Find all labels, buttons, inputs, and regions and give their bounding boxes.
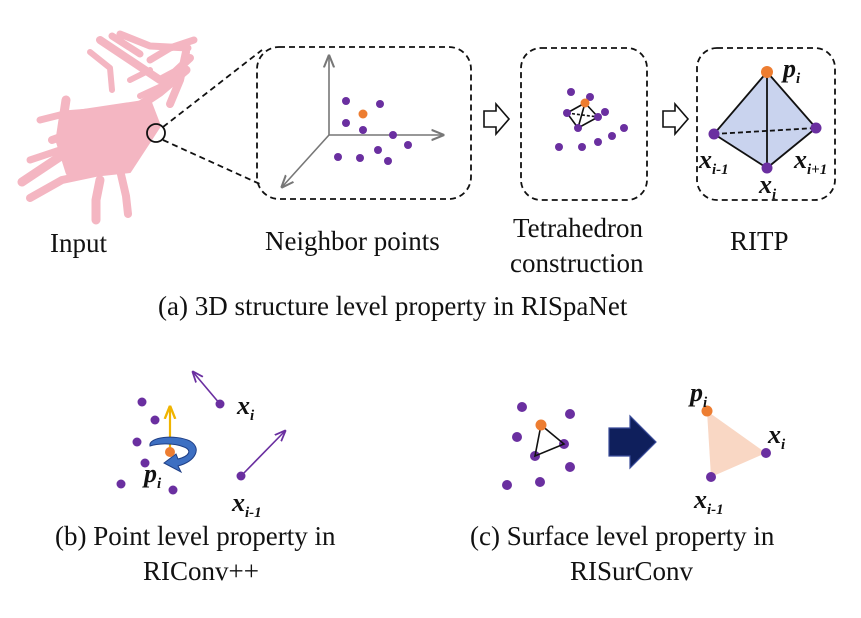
neighbor-point (594, 138, 602, 146)
neighbor-point (376, 100, 384, 108)
label-x-i-minus-1: xi-1 (694, 485, 724, 518)
caption-b-line2: RIConv++ (143, 556, 259, 586)
neighbor-point (132, 437, 142, 447)
vertex-p-i (761, 66, 773, 78)
tetra-panel-points (555, 88, 628, 151)
label-x-i-minus-1: xi-1 (699, 145, 729, 178)
tetrahedron-label-line1: Tetrahedron (513, 213, 644, 243)
neighbor-point (389, 131, 397, 139)
neighbor-points-label: Neighbor points (265, 226, 440, 256)
axes (282, 56, 443, 187)
vector-arrow-x-i-minus-1 (240, 431, 285, 477)
ritp-tetrahedron (708, 66, 822, 174)
neighbor-point (384, 157, 392, 165)
surface-triangle (707, 411, 766, 477)
input-label: Input (50, 228, 107, 258)
vector-arrow-x-i (193, 372, 221, 405)
neighbor-point (517, 402, 527, 412)
panel-c-left-points (502, 402, 575, 490)
vertex-x-i (761, 448, 771, 458)
hollow-right-arrow-icon (662, 101, 690, 137)
vertex-x-i (761, 162, 773, 174)
rotation-arrow-icon (149, 436, 197, 474)
neighbor-point (586, 93, 594, 101)
ritp-box (696, 47, 836, 201)
caption-a: (a) 3D structure level property in RISpa… (158, 291, 628, 321)
neighbor-point (594, 113, 602, 121)
neighbor-point (140, 458, 150, 468)
tetrahedron-box (520, 47, 648, 201)
neighbor-point (565, 409, 575, 419)
neighbor-point (374, 146, 382, 154)
center-point (580, 98, 590, 108)
neighbor-point (565, 462, 575, 472)
vertex-x-i-minus-1 (708, 128, 720, 140)
zoom-line-bottom (162, 139, 263, 186)
caption-b-line1: (b) Point level property in (55, 521, 336, 551)
neighbor-point (342, 97, 350, 105)
vertex-x-i-plus-1 (810, 122, 822, 134)
tetrahedron-small (566, 102, 599, 129)
neighbor-point (334, 153, 342, 161)
neighbor-point (608, 132, 616, 140)
neighbor-point (342, 119, 350, 127)
neighbor-point (150, 415, 160, 425)
neighbor-points-box (256, 46, 472, 200)
neighbor-point (555, 143, 563, 151)
neighbor-point (512, 432, 522, 442)
neighbor-point (574, 124, 582, 132)
neighbor-point (578, 143, 586, 151)
zoom-line-top (162, 49, 263, 128)
caption-c-line2: RISurConv (570, 556, 694, 586)
label-x-i-plus-1: xi+1 (794, 145, 828, 178)
label-x-i: xi (759, 170, 777, 203)
panel-b-points (116, 397, 246, 495)
neighbor-point (356, 154, 364, 162)
ritp-label: RITP (730, 226, 789, 256)
neighbor-points (334, 97, 412, 165)
zoom-circle (146, 123, 166, 143)
axis-y (282, 134, 330, 187)
label-p-i: pi (690, 378, 708, 411)
center-point (535, 419, 547, 431)
label-x-i-minus-1: xi-1 (232, 488, 262, 521)
caption-c-line1: (c) Surface level property in (470, 521, 775, 551)
neighbor-point (620, 124, 628, 132)
center-point (165, 447, 175, 457)
input-point-cloud (17, 30, 198, 225)
label-x-i: xi (768, 420, 786, 453)
label-p-i: pi (783, 54, 801, 87)
solid-navy-arrow-icon (608, 414, 657, 470)
neighbor-point (137, 397, 147, 407)
center-point (358, 109, 368, 119)
neighbor-point (116, 479, 126, 489)
vertex-p-i (701, 405, 713, 417)
tetrahedron-label-line2: construction (510, 248, 644, 278)
neighbor-point (404, 141, 412, 149)
label-p-i: pi (144, 459, 162, 492)
neighbor-point (563, 109, 571, 117)
neighbor-point (601, 108, 609, 116)
hollow-right-arrow-icon (483, 101, 511, 137)
neighbor-point (168, 485, 178, 495)
local-triangle (533, 423, 566, 458)
neighbor-point (535, 477, 545, 487)
neighbor-point (502, 480, 512, 490)
neighbor-point (359, 126, 367, 134)
neighbor-point (567, 88, 575, 96)
vertex-x-i-minus-1 (706, 472, 716, 482)
label-x-i: xi (237, 391, 255, 424)
